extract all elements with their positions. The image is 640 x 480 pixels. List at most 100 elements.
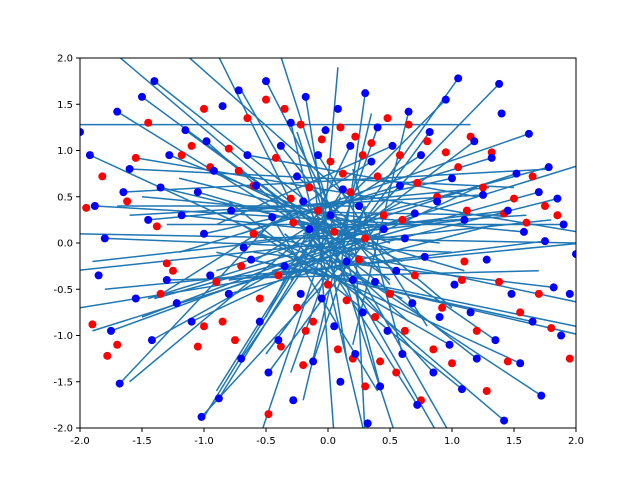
red-point (324, 280, 332, 289)
red-point (355, 255, 363, 264)
y-tick-label: -2.0 (53, 424, 73, 435)
red-point (249, 229, 258, 238)
blue-point (264, 368, 273, 377)
connecting-line (141, 212, 416, 318)
blue-point (413, 400, 422, 409)
blue-point (138, 92, 146, 101)
blue-point (131, 294, 140, 303)
red-point (193, 342, 202, 351)
x-axis: -2.0 -1.5 -1.0 -0.5 0.0 0.5 1.0 1.5 2.0 (70, 428, 584, 447)
blue-point (348, 276, 357, 284)
connecting-line (271, 216, 379, 392)
red-point (131, 153, 140, 162)
blue-point (376, 382, 385, 391)
blue-point (90, 202, 99, 210)
red-point (212, 277, 221, 286)
blue-point (177, 211, 186, 220)
red-point (373, 172, 382, 181)
x-tick-label: 2.0 (568, 436, 584, 447)
blue-point (144, 215, 153, 224)
y-tick-label: 0.5 (57, 192, 73, 203)
red-point (309, 317, 318, 326)
y-tick-label: 1.0 (57, 146, 73, 157)
blue-point (379, 225, 388, 234)
connecting-line (327, 242, 478, 360)
blue-point (466, 308, 475, 317)
red-point (482, 387, 491, 395)
red-point (541, 202, 549, 210)
red-point (231, 336, 239, 345)
red-point (98, 172, 107, 181)
red-point (200, 104, 208, 113)
blue-point (355, 202, 363, 210)
blue-point (125, 165, 134, 173)
connecting-line (352, 83, 500, 235)
blue-point (500, 416, 509, 425)
red-point (528, 172, 537, 181)
blue-point (305, 225, 314, 234)
connecting-line (253, 251, 554, 289)
red-point (224, 144, 233, 153)
red-point (395, 151, 404, 160)
red-point (326, 157, 335, 166)
blue-point (383, 326, 392, 335)
red-point (351, 132, 360, 141)
blue-point (237, 354, 246, 363)
blue-point (512, 169, 521, 178)
y-tick-label: -1.5 (53, 377, 73, 388)
red-point (237, 262, 246, 271)
connecting-line (123, 168, 552, 193)
y-tick-label: -1.0 (53, 331, 73, 342)
blue-point (516, 359, 525, 368)
red-point (472, 326, 481, 335)
blue-point (398, 350, 407, 358)
red-point (296, 120, 305, 129)
red-point (423, 137, 432, 146)
connecting-line (280, 145, 391, 286)
blue-point (457, 385, 466, 394)
red-point (371, 313, 380, 321)
blue-point (296, 289, 305, 298)
blue-point (544, 163, 553, 172)
connecting-line (296, 175, 453, 309)
blue-point (408, 299, 417, 308)
blue-point (534, 188, 543, 197)
blue-point (495, 79, 504, 88)
red-point (162, 259, 171, 268)
blue-point (165, 151, 174, 160)
connecting-line (129, 168, 515, 189)
blue-point (181, 126, 190, 135)
blue-point (255, 317, 264, 326)
blue-point (351, 350, 360, 358)
red-point (503, 357, 512, 366)
connecting-line (92, 219, 465, 263)
red-point (88, 320, 97, 329)
blue-point (94, 271, 103, 280)
red-point (234, 166, 243, 175)
x-tick-label: 0.0 (320, 436, 336, 447)
y-tick-label: 2.0 (57, 54, 73, 65)
blue-point (252, 181, 261, 190)
blue-point (289, 396, 298, 405)
red-point (379, 211, 388, 220)
red-point (454, 163, 463, 172)
red-point (317, 135, 326, 144)
red-point (200, 322, 208, 331)
blue-point (113, 107, 122, 116)
blue-point (417, 151, 425, 160)
blue-point (460, 215, 469, 224)
blue-point (115, 379, 124, 388)
y-tick-label: -0.5 (53, 285, 73, 296)
blue-point (342, 257, 351, 266)
red-point (271, 153, 280, 162)
blue-point (227, 206, 236, 215)
blue-point (234, 86, 243, 95)
red-point (299, 361, 308, 370)
blue-point (400, 234, 409, 243)
red-point (361, 382, 370, 391)
blue-point (472, 354, 481, 363)
connecting-line (200, 251, 354, 418)
connecting-line (148, 186, 490, 221)
red-point (410, 271, 419, 280)
red-point (413, 178, 422, 187)
